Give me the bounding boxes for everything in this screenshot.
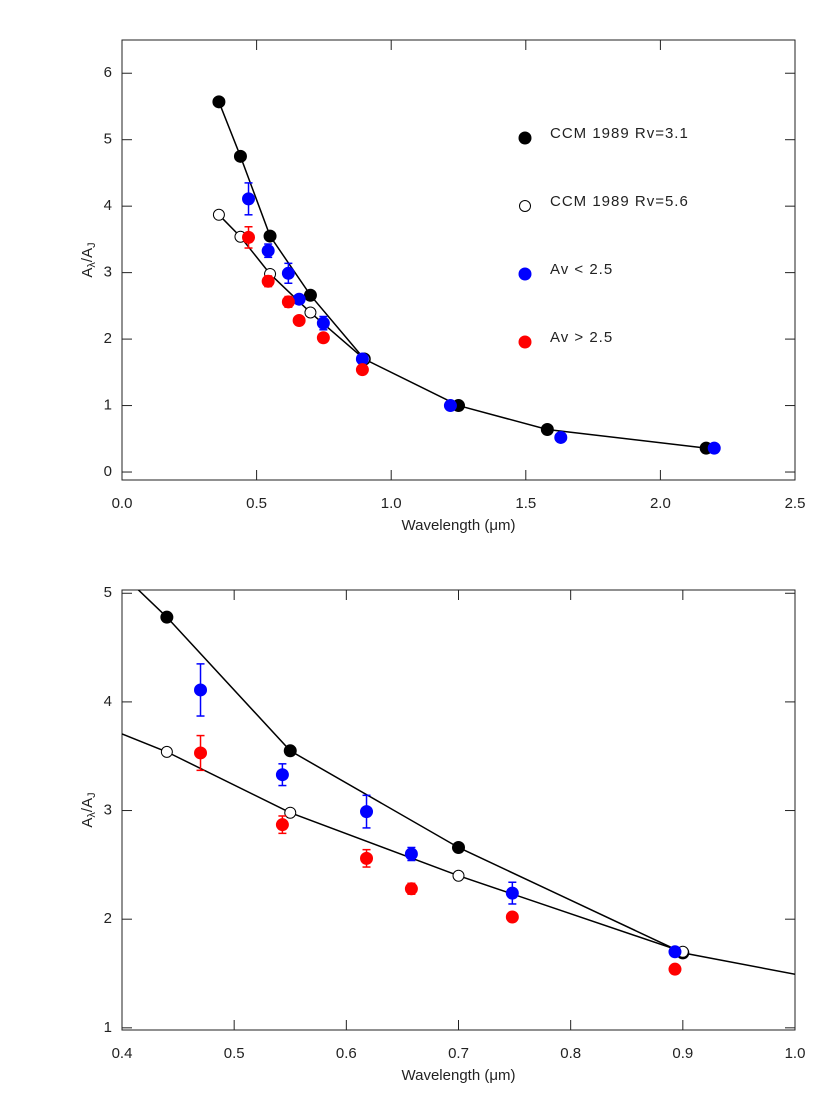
marker (242, 192, 256, 206)
y-tick-label: 1 (104, 397, 112, 414)
marker (160, 745, 173, 758)
panel: 0.0 0.5 1.0 1.5 2.0 2.5 0 1 2 3 4 5 6 Wavelength (μm)… (79, 39, 806, 534)
y-axis-label-sub: J (86, 792, 98, 798)
plot-area (71, 525, 795, 976)
marker (668, 945, 682, 959)
y-tick-label: 4 (104, 197, 112, 214)
legend-marker (519, 200, 531, 212)
marker (316, 316, 330, 330)
y-tick-label: 3 (104, 802, 112, 819)
marker (668, 962, 682, 976)
marker (360, 851, 374, 865)
marker (292, 313, 306, 327)
x-axis-label: Wavelength (μm) (402, 1067, 516, 1084)
y-tick-label: 1 (104, 1019, 112, 1036)
x-tick-label: 2.0 (650, 495, 671, 512)
marker (275, 768, 289, 782)
marker (540, 422, 554, 436)
legend-label: Av > 2.5 (550, 329, 613, 346)
marker (505, 910, 519, 924)
plot-area (212, 95, 721, 455)
legend-label: CCM 1989 Rv=5.6 (550, 193, 689, 210)
x-tick-label: 0.8 (560, 1045, 581, 1062)
y-tick-label: 2 (104, 910, 112, 927)
marker (316, 331, 330, 345)
marker (72, 711, 83, 722)
marker (261, 274, 275, 288)
marker (360, 805, 374, 819)
marker (404, 882, 418, 896)
panel: 0.4 0.5 0.6 0.7 0.8 0.9 1.0 1 2 3 4 5 Wavelength (μm… (71, 525, 806, 1084)
marker (283, 744, 297, 758)
marker (242, 230, 256, 244)
marker (71, 525, 83, 537)
y-axis-label-sub: λ (86, 812, 98, 818)
marker (212, 208, 225, 221)
y-tick-label: 0 (104, 463, 112, 480)
y-axis-label-part: /A (79, 248, 96, 262)
plot-frame (121, 39, 796, 481)
x-tick-label: 1.0 (381, 495, 402, 512)
x-tick-label: 0.4 (112, 1045, 133, 1062)
x-tick-label: 1.5 (515, 495, 536, 512)
x-tick-label: 0.5 (224, 1045, 245, 1062)
marker (194, 683, 208, 697)
x-tick-label: 0.6 (336, 1045, 357, 1062)
marker (261, 244, 275, 258)
legend-marker (518, 131, 532, 145)
x-tick-label: 0.9 (672, 1045, 693, 1062)
y-axis-label-sub: J (86, 242, 98, 248)
x-tick-label: 0.5 (246, 495, 267, 512)
x-tick-label: 0.7 (448, 1045, 469, 1062)
y-tick-label: 5 (104, 584, 112, 601)
marker (452, 840, 465, 854)
y-axis-label-part: A (79, 268, 96, 278)
marker (275, 818, 289, 832)
series-line (218, 101, 707, 449)
marker (281, 266, 295, 280)
y-tick-label: 4 (104, 693, 112, 710)
marker (707, 441, 721, 455)
marker (554, 430, 568, 444)
marker (284, 806, 297, 819)
marker (443, 399, 457, 413)
y-tick-label: 3 (104, 264, 112, 281)
marker (452, 869, 465, 882)
marker (160, 610, 174, 624)
y-tick-label: 5 (104, 131, 112, 148)
series-line (137, 590, 795, 976)
marker (212, 95, 226, 109)
x-tick-label: 0.0 (112, 495, 133, 512)
y-axis-label: Aλ/AJ (79, 792, 98, 827)
legend-marker (518, 267, 532, 281)
plot-frame (121, 589, 796, 1031)
y-axis-label-sub: λ (86, 262, 98, 268)
marker (233, 149, 247, 163)
marker (194, 746, 208, 760)
legend-label: CCM 1989 Rv=3.1 (550, 125, 689, 142)
marker (263, 229, 277, 243)
legend-label: Av < 2.5 (550, 261, 613, 278)
marker (505, 886, 519, 900)
y-axis-label-part: /A (79, 798, 96, 812)
x-tick-label: 1.0 (785, 1045, 806, 1062)
marker (303, 288, 317, 302)
y-tick-label: 6 (104, 64, 112, 81)
y-axis-label: Aλ/AJ (79, 242, 98, 277)
marker (404, 847, 418, 861)
marker (304, 306, 317, 319)
legend-marker (518, 335, 532, 349)
y-axis-label-part: A (79, 818, 96, 828)
x-axis-label: Wavelength (μm) (402, 517, 516, 534)
x-tick-label: 2.5 (785, 495, 806, 512)
y-tick-label: 2 (104, 330, 112, 347)
marker (355, 363, 369, 377)
marker (292, 292, 306, 306)
marker (281, 295, 295, 309)
